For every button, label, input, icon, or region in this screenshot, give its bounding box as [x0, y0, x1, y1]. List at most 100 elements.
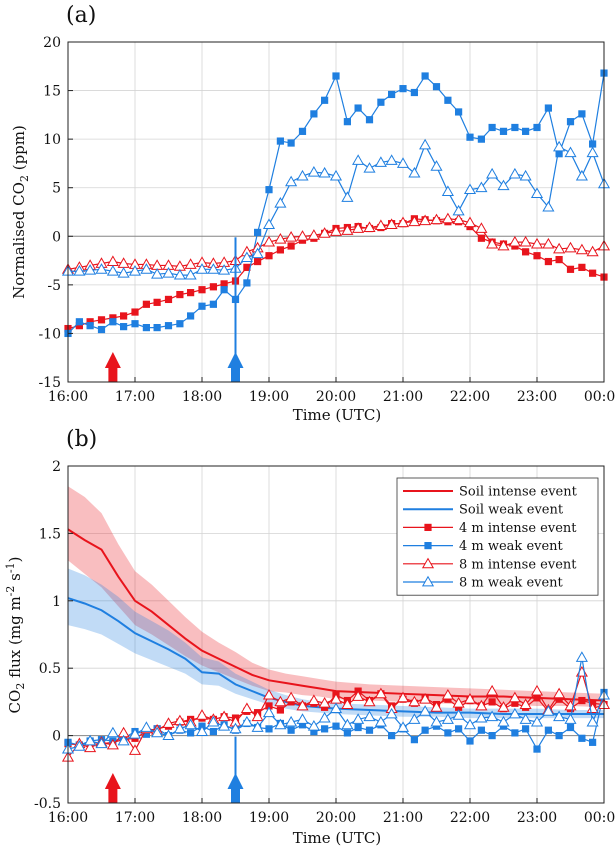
event-arrow-shaft: [108, 366, 118, 382]
triangle-marker: [128, 744, 142, 755]
x-tick-label: 21:00: [383, 810, 423, 826]
triangle-marker: [296, 169, 309, 181]
x-tick-label: 17:00: [115, 810, 155, 826]
square-marker: [522, 127, 530, 135]
triangle-marker: [463, 718, 477, 730]
triangle-marker: [452, 204, 465, 216]
square-marker: [544, 726, 552, 734]
panel-b-x-ticks: 16:00 17:00 18:00 19:00 20:00 21:00 22:00 23:00…: [48, 798, 616, 826]
triangle-marker: [475, 181, 488, 193]
square-marker: [209, 727, 217, 736]
panel-b-ylabel-end: ): [6, 557, 24, 563]
square-marker: [142, 324, 150, 332]
x-tick-label: 18:00: [182, 810, 222, 826]
triangle-marker: [530, 684, 544, 696]
triangle-marker: [341, 718, 354, 730]
triangle-marker: [475, 699, 488, 711]
triangle-marker: [463, 183, 477, 195]
y-tick-label: 1: [52, 594, 61, 610]
legend-label-0: Soil intense event: [459, 485, 578, 500]
panel-b-ylabel-sub: 2: [14, 683, 27, 690]
panel-a-x-axis-label: Time (UTC): [293, 406, 382, 424]
legend-label-3: 4 m weak event: [459, 539, 564, 554]
square-marker: [220, 280, 228, 288]
legend-triangle-marker: [421, 557, 435, 569]
square-marker: [254, 228, 262, 236]
triangle-marker: [162, 717, 175, 728]
square-marker: [455, 725, 463, 733]
square-marker: [120, 323, 128, 331]
x-tick-label: 00:00: [584, 810, 616, 826]
square-marker: [153, 324, 161, 332]
event-arrow-head: [104, 773, 121, 789]
triangle-marker: [396, 691, 410, 703]
triangle-marker: [195, 263, 209, 274]
event-arrow-head: [227, 352, 244, 368]
panel-a-arrows: [104, 237, 244, 382]
triangle-marker: [519, 713, 532, 724]
triangle-marker: [508, 167, 521, 179]
triangle-marker: [296, 713, 309, 724]
square-marker: [109, 314, 117, 322]
triangle-marker: [251, 710, 264, 722]
square-marker: [131, 308, 139, 316]
triangle-marker: [486, 237, 499, 249]
legend-label-5: 8 m weak event: [459, 576, 564, 591]
panel-b-x-axis-label: Time (UTC): [293, 829, 382, 847]
y-tick-label: 20: [43, 35, 61, 51]
y-tick-label: 2: [52, 459, 61, 475]
square-marker: [243, 263, 251, 271]
triangle-marker: [553, 687, 566, 699]
triangle-marker: [452, 697, 465, 708]
triangle-marker: [408, 215, 421, 227]
triangle-marker: [363, 221, 376, 232]
square-marker: [533, 694, 541, 702]
triangle-marker: [508, 235, 521, 247]
square-marker: [533, 745, 541, 753]
triangle-marker: [352, 222, 365, 233]
triangle-marker: [441, 212, 454, 224]
triangle-marker: [553, 710, 566, 722]
triangle-marker: [441, 185, 454, 196]
triangle-marker: [329, 169, 343, 181]
triangle-marker: [285, 231, 298, 242]
square-marker: [243, 279, 251, 287]
triangle-marker: [240, 715, 253, 727]
y-tick-label: -0.5: [34, 796, 61, 812]
square-marker: [321, 725, 329, 733]
panel-b-ylabel-unit: flux (mg m: [6, 596, 24, 682]
square-marker: [265, 186, 273, 194]
triangle-marker: [318, 227, 331, 238]
triangle-marker: [530, 237, 544, 249]
square-marker: [578, 696, 586, 705]
event-arrow-head: [104, 352, 121, 368]
triangle-marker: [553, 140, 566, 152]
triangle-marker: [106, 738, 119, 750]
square-marker: [120, 312, 128, 320]
square-marker: [209, 300, 217, 308]
panel-b-ylabel-main: CO: [6, 690, 24, 714]
square-marker: [365, 726, 374, 734]
square-marker: [578, 263, 586, 271]
triangle-marker: [285, 175, 298, 187]
triangle-marker: [95, 737, 108, 749]
triangle-marker: [441, 713, 454, 724]
triangle-marker: [84, 264, 97, 275]
square-marker: [477, 726, 485, 734]
triangle-marker: [575, 169, 588, 181]
triangle-marker: [95, 263, 108, 274]
triangle-marker: [486, 167, 499, 179]
triangle-marker: [497, 701, 510, 712]
triangle-marker: [106, 726, 119, 738]
square-marker: [298, 127, 307, 135]
triangle-marker: [430, 213, 443, 225]
triangle-marker: [374, 715, 387, 727]
square-marker: [265, 725, 273, 733]
y-tick-label: 1.5: [39, 526, 61, 542]
triangle-marker: [497, 715, 510, 727]
triangle-marker: [441, 688, 454, 700]
panel-a-x-ticks: 16:00 17:00 18:00 19:00 20:00 21:00 22:00 23:00…: [48, 377, 616, 405]
triangle-marker: [497, 239, 510, 251]
square-marker: [511, 123, 519, 132]
